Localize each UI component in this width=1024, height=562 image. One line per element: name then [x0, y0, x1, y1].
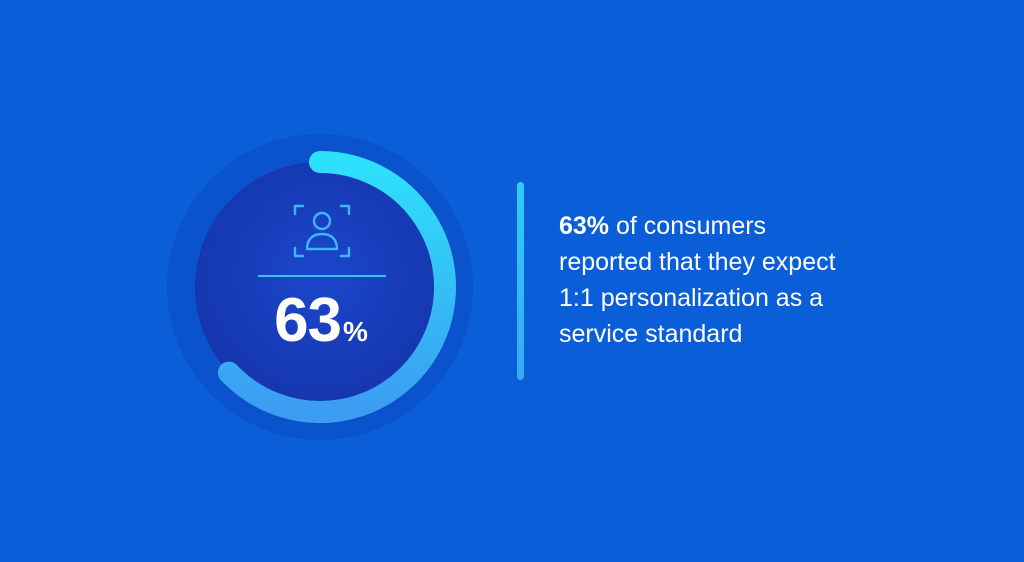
stat-line-1: 63% of consumers [559, 208, 939, 244]
stat-line-3: 1:1 personalization as a [559, 284, 824, 312]
user-focus-icon [293, 204, 351, 258]
stat-line-1-rest: of consumers [609, 212, 767, 240]
big-percentage-number: 63 [274, 286, 342, 355]
big-percentage-symbol: % [343, 316, 368, 347]
stat-description: 63% of consumers reported that they expe… [559, 208, 939, 352]
big-percentage: 63% [160, 286, 482, 367]
stat-line-4: service standard [559, 320, 743, 348]
divider-line [258, 275, 386, 277]
stat-line-2: reported that they expect [559, 248, 836, 276]
accent-bar [517, 182, 524, 380]
stat-ring-graphic [167, 134, 473, 440]
stat-graphic: 63% [160, 134, 482, 444]
inner-circle [195, 162, 445, 412]
stat-highlight: 63% [559, 212, 610, 240]
progress-arc [217, 151, 456, 423]
